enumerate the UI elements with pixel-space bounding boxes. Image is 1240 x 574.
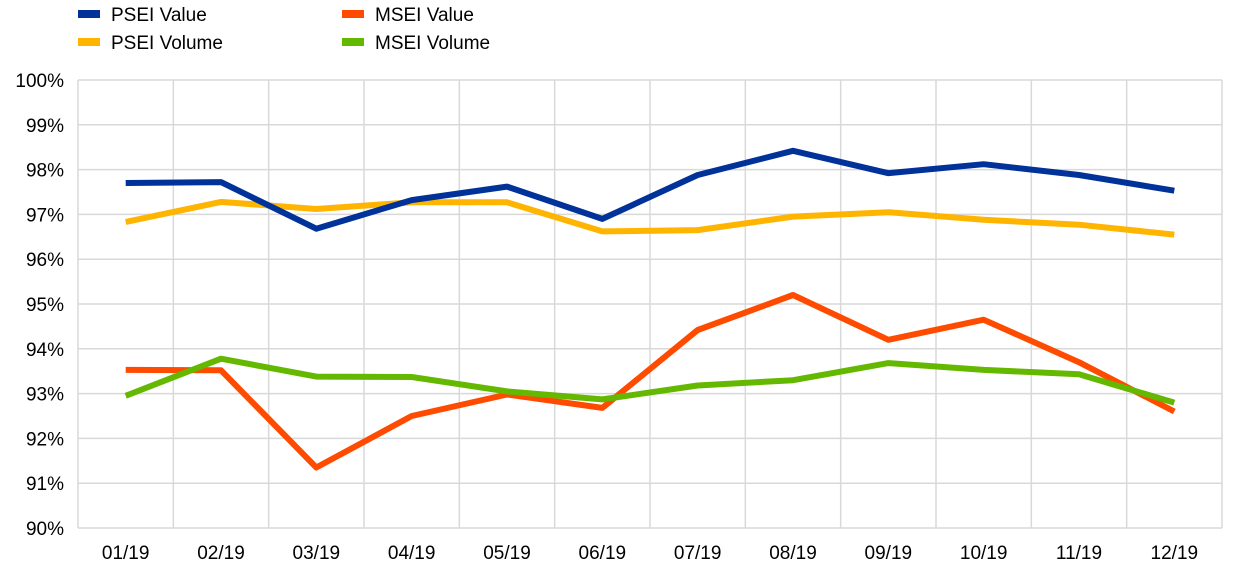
y-tick-label: 95%	[26, 295, 64, 316]
series-line-msei-volume	[124, 355, 1176, 406]
chart-series	[124, 147, 1176, 471]
x-tick-label: 12/19	[1151, 543, 1199, 564]
y-tick-label: 93%	[26, 385, 64, 406]
y-tick-label: 94%	[26, 340, 64, 361]
x-tick-label: 02/19	[197, 543, 245, 564]
legend-label: MSEI Volume	[375, 33, 490, 54]
x-tick-label: 06/19	[579, 543, 627, 564]
x-tick-label: 10/19	[960, 543, 1008, 564]
legend-swatch	[78, 10, 100, 18]
legend-swatch	[342, 38, 364, 46]
y-tick-label: 99%	[26, 116, 64, 137]
x-tick-label: 11/19	[1056, 543, 1102, 564]
x-tick-label: 03/19	[293, 543, 341, 564]
y-axis: 90% 91% 92% 93% 94% 95% 96% 97% 98% 99% 100%	[15, 71, 64, 540]
legend-item-psei-value: PSEI Value	[78, 5, 207, 26]
series-line-psei-value	[125, 147, 1175, 232]
y-tick-label: 97%	[26, 205, 64, 226]
x-tick-label: 04/19	[388, 543, 436, 564]
y-tick-label: 92%	[26, 429, 64, 450]
chart-grid	[77, 79, 1223, 529]
x-tick-label: 08/19	[769, 543, 817, 564]
y-tick-label: 100%	[15, 71, 64, 92]
y-tick-label: 98%	[26, 161, 64, 182]
x-tick-label: 07/19	[674, 543, 722, 564]
chart-legend: PSEI Value MSEI Value PSEI Volume MSEI Volu…	[78, 5, 490, 54]
x-axis: 01/19 02/19 03/19 04/19 05/19 06/19 07/19 08/19…	[102, 543, 1198, 564]
legend-item-psei-volume: PSEI Volume	[78, 33, 223, 54]
legend-label: PSEI Volume	[111, 33, 223, 54]
legend-item-msei-value: MSEI Value	[342, 5, 474, 26]
y-tick-label: 96%	[26, 250, 64, 271]
legend-swatch	[78, 38, 100, 46]
x-tick-label: 09/19	[865, 543, 913, 564]
legend-label: PSEI Value	[111, 5, 207, 26]
legend-label: MSEI Value	[375, 5, 474, 26]
legend-item-msei-volume: MSEI Volume	[342, 33, 490, 54]
series-line-msei-value	[125, 292, 1176, 471]
series-line-psei-volume	[125, 198, 1175, 238]
y-tick-label: 90%	[26, 519, 64, 540]
legend-swatch	[342, 10, 364, 18]
x-tick-label: 05/19	[483, 543, 531, 564]
y-tick-label: 91%	[26, 474, 64, 495]
x-tick-label: 01/19	[102, 543, 150, 564]
